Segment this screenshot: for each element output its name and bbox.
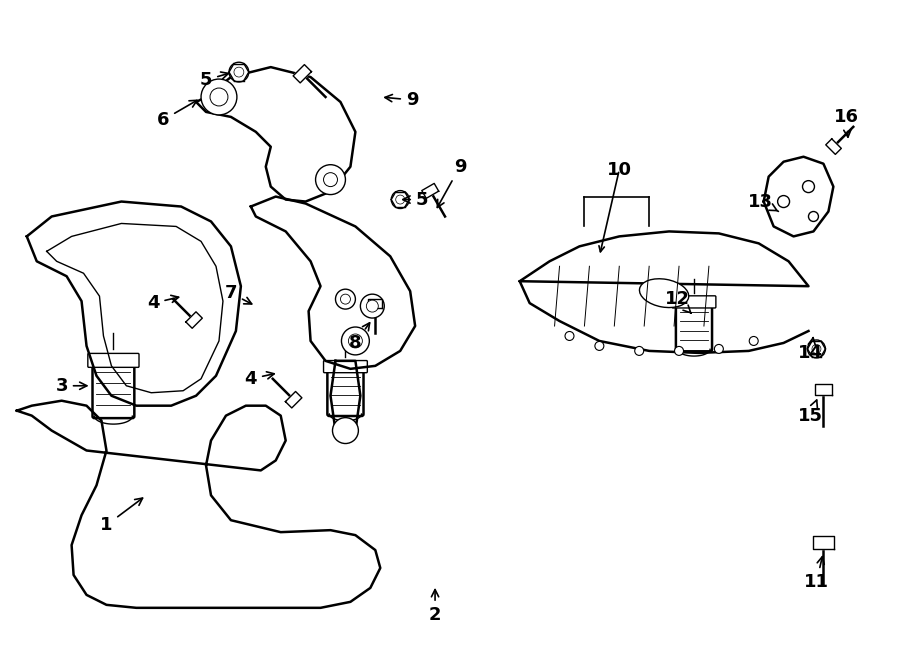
FancyBboxPatch shape bbox=[672, 296, 716, 308]
Polygon shape bbox=[251, 196, 415, 369]
Circle shape bbox=[803, 180, 815, 192]
Circle shape bbox=[210, 88, 228, 106]
Circle shape bbox=[715, 344, 724, 354]
Text: 4: 4 bbox=[147, 294, 178, 312]
Circle shape bbox=[323, 173, 338, 186]
Circle shape bbox=[316, 165, 346, 194]
Circle shape bbox=[807, 340, 825, 358]
Circle shape bbox=[675, 346, 683, 356]
Text: 1: 1 bbox=[100, 498, 142, 534]
FancyBboxPatch shape bbox=[88, 354, 139, 368]
Circle shape bbox=[336, 289, 356, 309]
Polygon shape bbox=[368, 299, 382, 308]
Circle shape bbox=[634, 346, 644, 356]
Circle shape bbox=[808, 212, 818, 221]
Circle shape bbox=[749, 336, 758, 346]
Polygon shape bbox=[826, 139, 842, 155]
FancyBboxPatch shape bbox=[676, 301, 712, 351]
FancyBboxPatch shape bbox=[328, 366, 364, 416]
Circle shape bbox=[595, 342, 604, 350]
Text: 2: 2 bbox=[428, 590, 441, 624]
Text: 13: 13 bbox=[748, 192, 778, 212]
Text: 7: 7 bbox=[225, 284, 252, 304]
Text: 9: 9 bbox=[385, 91, 418, 109]
Polygon shape bbox=[185, 312, 202, 329]
Circle shape bbox=[565, 332, 574, 340]
Text: 4: 4 bbox=[245, 369, 274, 388]
Polygon shape bbox=[285, 391, 302, 408]
Text: 11: 11 bbox=[804, 557, 829, 591]
Circle shape bbox=[396, 195, 405, 204]
Text: 5: 5 bbox=[403, 190, 428, 209]
FancyBboxPatch shape bbox=[323, 360, 367, 373]
Text: 9: 9 bbox=[437, 158, 466, 208]
Text: 6: 6 bbox=[157, 100, 197, 129]
Text: 12: 12 bbox=[664, 290, 691, 313]
Polygon shape bbox=[27, 202, 241, 406]
Text: 14: 14 bbox=[798, 338, 823, 362]
Polygon shape bbox=[17, 401, 381, 608]
Ellipse shape bbox=[640, 279, 688, 307]
Polygon shape bbox=[293, 65, 311, 83]
Text: 5: 5 bbox=[200, 71, 229, 89]
Text: 10: 10 bbox=[607, 161, 632, 178]
Circle shape bbox=[340, 294, 350, 304]
Circle shape bbox=[778, 196, 789, 208]
Polygon shape bbox=[196, 67, 356, 202]
Circle shape bbox=[229, 62, 248, 82]
Text: 8: 8 bbox=[349, 323, 370, 352]
Polygon shape bbox=[764, 157, 833, 237]
Text: 16: 16 bbox=[833, 108, 859, 137]
Text: 15: 15 bbox=[798, 400, 823, 424]
Circle shape bbox=[348, 334, 363, 348]
Circle shape bbox=[812, 344, 821, 354]
Circle shape bbox=[332, 418, 358, 444]
Polygon shape bbox=[519, 231, 808, 353]
Polygon shape bbox=[330, 361, 360, 430]
Circle shape bbox=[201, 79, 237, 115]
Polygon shape bbox=[814, 384, 832, 395]
Text: 3: 3 bbox=[56, 377, 87, 395]
Circle shape bbox=[341, 327, 369, 355]
Circle shape bbox=[360, 294, 384, 318]
Circle shape bbox=[366, 300, 378, 312]
Polygon shape bbox=[422, 183, 438, 198]
FancyBboxPatch shape bbox=[93, 360, 134, 418]
Circle shape bbox=[234, 67, 244, 77]
Polygon shape bbox=[813, 535, 833, 549]
Circle shape bbox=[392, 190, 410, 208]
